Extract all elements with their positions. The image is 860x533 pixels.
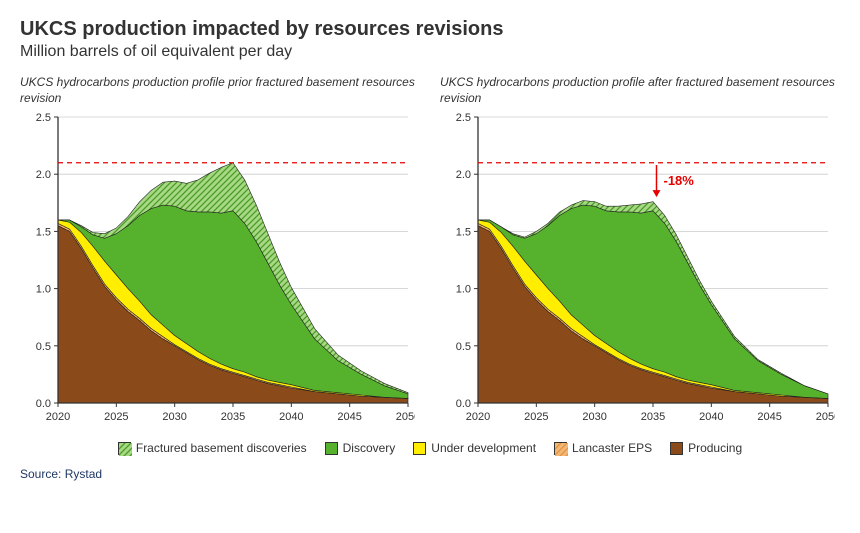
legend-swatch-lancaster (554, 442, 567, 455)
chart-left-caption: UKCS hydrocarbons production profile pri… (20, 75, 420, 107)
svg-text:1.0: 1.0 (456, 284, 471, 296)
svg-text:2020: 2020 (466, 411, 490, 423)
legend-label-lancaster: Lancaster EPS (572, 441, 652, 455)
legend-label-under_dev: Under development (431, 441, 536, 455)
svg-text:2025: 2025 (524, 411, 548, 423)
svg-text:-18%: -18% (664, 173, 695, 188)
legend-label-producing: Producing (688, 441, 742, 455)
legend-item-under_dev: Under development (413, 441, 536, 455)
chart-left: 0.0 0.5 1.0 1.5 2.0 2.5 2020 2025 2030 2035 2040 20… (20, 111, 415, 431)
svg-text:2035: 2035 (221, 411, 245, 423)
figure-container: UKCS production impacted by resources re… (0, 0, 860, 491)
svg-text:2030: 2030 (162, 411, 186, 423)
svg-text:2035: 2035 (641, 411, 665, 423)
figure-subtitle: Million barrels of oil equivalent per da… (20, 43, 840, 61)
legend-swatch-producing (670, 442, 683, 455)
svg-text:2045: 2045 (757, 411, 781, 423)
svg-text:1.5: 1.5 (456, 226, 471, 238)
source-line: Source: Rystad (20, 467, 840, 481)
legend-label-discovery: Discovery (343, 441, 396, 455)
legend-swatch-discovery (325, 442, 338, 455)
chart-right: 0.0 0.5 1.0 1.5 2.0 2.5 2020 2025 2030 2035 2040 20… (440, 111, 835, 431)
svg-text:2050: 2050 (396, 411, 415, 423)
svg-text:2020: 2020 (46, 411, 70, 423)
svg-text:0.0: 0.0 (36, 398, 51, 410)
chart-left-col: UKCS hydrocarbons production profile pri… (20, 75, 420, 431)
svg-text:0.0: 0.0 (456, 398, 471, 410)
svg-text:2040: 2040 (279, 411, 303, 423)
chart-right-caption: UKCS hydrocarbons production profile aft… (440, 75, 840, 107)
legend-label-fractured: Fractured basement discoveries (136, 441, 307, 455)
legend: Fractured basement discoveries Discovery U… (20, 441, 840, 455)
svg-text:2045: 2045 (337, 411, 361, 423)
legend-item-fractured: Fractured basement discoveries (118, 441, 307, 455)
charts-row: UKCS hydrocarbons production profile pri… (20, 75, 840, 431)
legend-swatch-under_dev (413, 442, 426, 455)
legend-item-producing: Producing (670, 441, 742, 455)
svg-text:2.5: 2.5 (456, 112, 471, 124)
legend-swatch-fractured (118, 442, 131, 455)
svg-text:0.5: 0.5 (456, 341, 471, 353)
svg-text:2040: 2040 (699, 411, 723, 423)
svg-text:2.0: 2.0 (36, 169, 51, 181)
svg-text:1.0: 1.0 (36, 284, 51, 296)
svg-text:0.5: 0.5 (36, 341, 51, 353)
legend-item-lancaster: Lancaster EPS (554, 441, 652, 455)
figure-title: UKCS production impacted by resources re… (20, 18, 840, 41)
chart-right-col: UKCS hydrocarbons production profile aft… (440, 75, 840, 431)
legend-item-discovery: Discovery (325, 441, 396, 455)
svg-text:2030: 2030 (582, 411, 606, 423)
svg-text:2025: 2025 (104, 411, 128, 423)
svg-text:1.5: 1.5 (36, 226, 51, 238)
svg-text:2.0: 2.0 (456, 169, 471, 181)
svg-text:2050: 2050 (816, 411, 835, 423)
svg-text:2.5: 2.5 (36, 112, 51, 124)
